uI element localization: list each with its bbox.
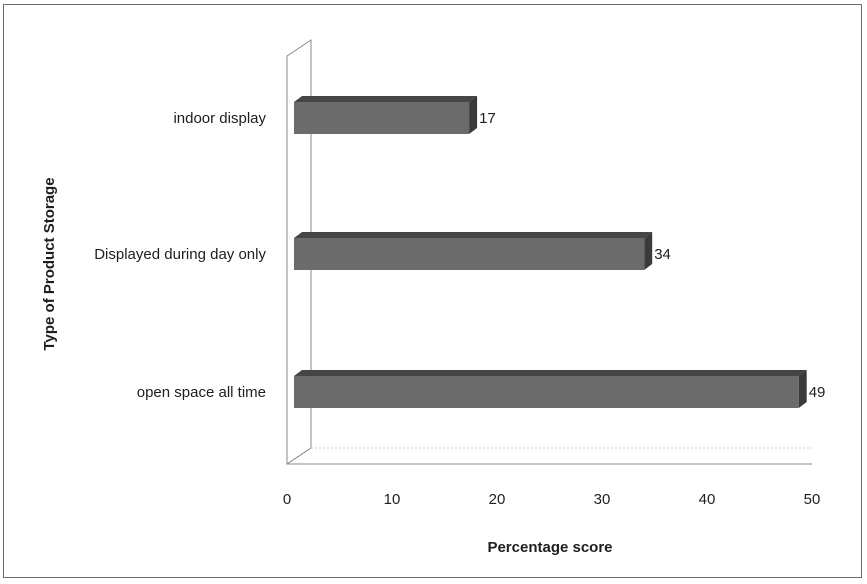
bar-open-space-all-time [294, 370, 807, 408]
bar-side-face [798, 370, 807, 408]
y-axis-title: Type of Product Storage [41, 177, 58, 350]
x-tick-label: 30 [594, 491, 611, 508]
back-wall [286, 39, 312, 465]
category-labels: open space all time Displayed during day … [94, 110, 266, 401]
bar-side-face [644, 232, 653, 270]
data-label: 49 [809, 384, 826, 401]
x-tick-label: 10 [384, 491, 401, 508]
data-label: 34 [654, 246, 671, 263]
bar-top-face [294, 370, 807, 376]
x-tick-label: 50 [804, 491, 821, 508]
x-axis-title: Percentage score [487, 539, 612, 556]
bar-front-face [294, 376, 799, 408]
category-label: Displayed during day only [94, 246, 266, 263]
bar-top-face [294, 232, 653, 238]
floor-depth-edge [286, 447, 312, 465]
bar-front-face [294, 238, 645, 270]
bar-front-face [294, 102, 470, 134]
category-label: open space all time [137, 384, 266, 401]
x-tick-label: 20 [489, 491, 506, 508]
category-label: indoor display [173, 110, 266, 127]
x-tick-label: 40 [699, 491, 716, 508]
x-tick-label: 0 [283, 491, 291, 508]
bar-side-face [469, 96, 478, 134]
bar-displayed-during-day-only [294, 232, 653, 270]
x-tick-labels: 0 10 20 30 40 50 [283, 491, 821, 508]
data-label: 17 [479, 110, 496, 127]
bars-group: 49 34 17 [294, 96, 825, 408]
bar-top-face [294, 96, 478, 102]
bar-indoor-display [294, 96, 478, 134]
